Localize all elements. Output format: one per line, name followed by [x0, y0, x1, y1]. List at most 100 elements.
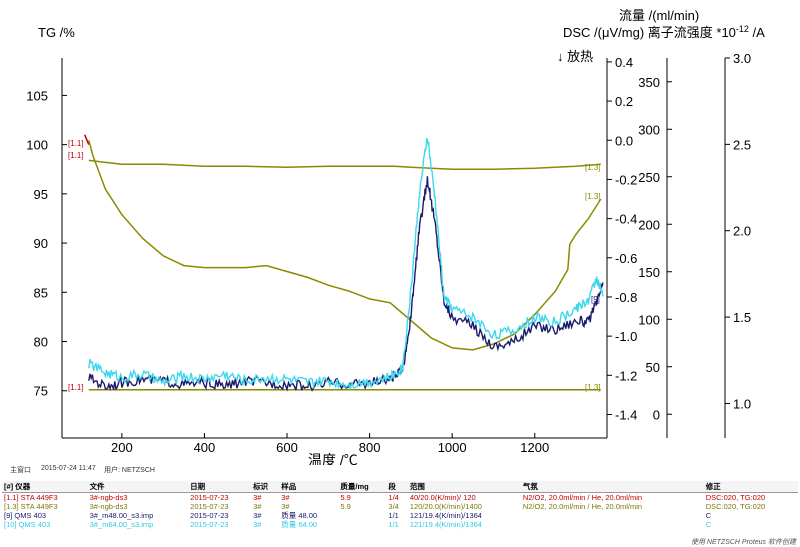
legend-cell: 3#-ngb-ds3 — [89, 502, 128, 511]
legend-cell: 3# — [281, 493, 290, 502]
legend-header-cell: 文件 — [87, 481, 189, 493]
x-tick-label: 1000 — [438, 440, 467, 455]
legend-row[interactable]: [10] QMS 403 3#_m64.00_s3.imp 2015-07-23 3#… — [2, 520, 798, 529]
legend-header-cell: 修正 — [703, 481, 798, 493]
dsc-tick-label: -0.6 — [615, 251, 637, 266]
legend-header-cell: 样品 — [279, 481, 339, 493]
ion-tick-label: 1.5 — [733, 310, 751, 325]
axis-ticks-group: 200 400 600 800 1000 120075808590951001050.40… — [26, 51, 751, 455]
x-axis-title: 温度 /℃ — [308, 452, 358, 465]
flow-tick-label: 150 — [638, 265, 660, 280]
ion-tick-label: 2.5 — [733, 137, 751, 152]
legend-header-cell: 气氛 — [520, 481, 704, 493]
legend-table: [#] 仪器 文件 日期 标识 样品 质量/mg 段范围 气氛 修正 [1.1] STA 449… — [2, 481, 798, 529]
legend-cell: 3# — [253, 502, 262, 511]
dsc-tick-label: -1.0 — [615, 329, 637, 344]
tg-tick-label: 75 — [34, 384, 48, 399]
dsc-ion-axis-title-exp: -12 — [736, 24, 749, 34]
exo-direction-label: ↓ 放热 — [557, 49, 593, 64]
tg-tick-label: 95 — [34, 187, 48, 202]
dsc-tick-label: 0.0 — [615, 133, 633, 148]
dsc-tick-label: -0.8 — [615, 290, 637, 305]
legend-header-cell: 标识 — [251, 481, 280, 493]
legend-cell: 3# — [281, 502, 290, 511]
legend-cell: 3#_m48.00_s3.imp — [89, 511, 154, 520]
legend-cell: DSC:020, TG:020 — [705, 502, 766, 511]
curve-label-1-1-dsc: [1.1] — [68, 151, 84, 160]
footer-user: 用户: NETZSCH — [104, 467, 155, 474]
legend-cell: 1/1 — [388, 520, 399, 529]
flow-tick-label: 250 — [638, 170, 660, 185]
x-tick-label: 800 — [359, 440, 381, 455]
legend-cell: 121/19.4(K/min)/1364 — [409, 511, 482, 520]
legend-cell — [338, 520, 386, 529]
legend-cell: 3# — [253, 511, 262, 520]
ion-tick-label: 1.0 — [733, 396, 751, 411]
legend-cell: 2015-07-23 — [190, 502, 229, 511]
legend-row[interactable]: [1.1] STA 449F3 3#-ngb-ds3 2015-07-23 3# 3# 5… — [2, 493, 798, 503]
legend-cell: 120/20.0(K/min)/1400 — [409, 502, 482, 511]
legend-cell: C — [705, 511, 712, 520]
legend-cell: 质量 48.00 — [281, 511, 318, 520]
x-tick-label: 600 — [276, 440, 298, 455]
legend-body: [1.1] STA 449F3 3#-ngb-ds3 2015-07-23 3# 3# 5… — [2, 493, 798, 529]
dsc-tick-label: -1.2 — [615, 368, 637, 383]
ion-tick-label: 3.0 — [733, 51, 751, 66]
tg-tick-label: 100 — [26, 138, 48, 153]
legend-cell — [521, 511, 704, 520]
legend-cell: 121/19.4(K/min)/1364 — [409, 520, 482, 529]
ion-tick-label: 2.0 — [733, 224, 751, 239]
x-tick-label: 400 — [194, 440, 216, 455]
flow-tick-label: 200 — [638, 217, 660, 232]
dsc-ion-axis-title: DSC /(μV/mg) 离子流强度 *10-12 /A — [563, 24, 765, 40]
legend-cell: 2015-07-23 — [190, 511, 229, 520]
flow-tick-label: 0 — [653, 407, 660, 422]
dsc-ion-axis-title-main: DSC /(μV/mg) 离子流强度 *10 — [563, 25, 736, 40]
x-tick-label: 1200 — [520, 440, 549, 455]
legend-header-cell: 质量/mg — [338, 481, 387, 493]
legend-cell: 3#_m64.00_s3.imp — [89, 520, 154, 529]
legend-cell: 40/20.0(K/min)/ 120 — [409, 493, 476, 502]
thermal-analysis-chart: TG /% 流量 /(ml/min) DSC /(μV/mg) 离子流强度 *1… — [26, 8, 765, 465]
legend-cell: 1/1 — [388, 511, 399, 520]
software-credit: 使用 NETZSCH Proteus 软件创建 — [690, 539, 796, 546]
series-line-1-1 — [84, 134, 90, 145]
legend-row[interactable]: [1.3] STA 449F3 3#-ngb-ds3 2015-07-23 3# 3# 5… — [2, 502, 798, 511]
legend-cell: [1.3] STA 449F3 — [4, 502, 58, 511]
flow-tick-label: 350 — [638, 75, 660, 90]
dsc-tick-label: 0.2 — [615, 94, 633, 109]
dsc-tick-label: 0.4 — [615, 55, 633, 70]
legend-header-row: [#] 仪器 文件 日期 标识 样品 质量/mg 段范围 气氛 修正 — [2, 481, 798, 493]
legend-header-cell: 日期 — [188, 481, 252, 493]
series-line-1-3 — [88, 159, 601, 170]
legend-cell: DSC:020, TG:020 — [705, 493, 766, 502]
tg-tick-label: 90 — [34, 236, 48, 251]
dsc-tick-label: -0.4 — [615, 212, 637, 227]
legend-row[interactable]: [9] QMS 403 3#_m48.00_s3.imp 2015-07-23 3# 质… — [2, 511, 798, 520]
legend-cell: [9] QMS 403 — [4, 511, 47, 520]
tg-axis-title: TG /% — [38, 25, 75, 40]
curve-label-9: [9] — [591, 295, 600, 304]
tg-tick-label: 105 — [26, 88, 48, 103]
legend-cell: 2015-07-23 — [190, 493, 229, 502]
tg-tick-label: 85 — [34, 285, 48, 300]
legend-cell — [338, 511, 386, 520]
curve-label-1-3-dsc: [1.3] — [585, 192, 601, 201]
legend-cell: 2015-07-23 — [190, 520, 229, 529]
legend-header-cell: 范围 — [407, 481, 521, 493]
series-line-9 — [88, 176, 604, 392]
legend-header-cell: [#] 仪器 — [2, 481, 88, 493]
legend-cell: 5.9 — [340, 493, 351, 502]
flow-tick-label: 50 — [646, 360, 660, 375]
legend-cell: 3# — [253, 520, 262, 529]
curve-label-1-3-base: [1.3] — [585, 383, 601, 392]
legend-cell: 1/4 — [388, 493, 399, 502]
legend-cell: 3# — [253, 493, 262, 502]
legend-cell: 3/4 — [388, 502, 399, 511]
dsc-ion-axis-title-unit: /A — [749, 25, 765, 40]
flow-tick-label: 300 — [638, 122, 660, 137]
legend-cell: N2/O2, 20.0ml/min / He, 20.0ml/min — [522, 493, 643, 502]
flow-tick-label: 100 — [638, 312, 660, 327]
series-line-dsc-1-3 — [88, 140, 602, 351]
